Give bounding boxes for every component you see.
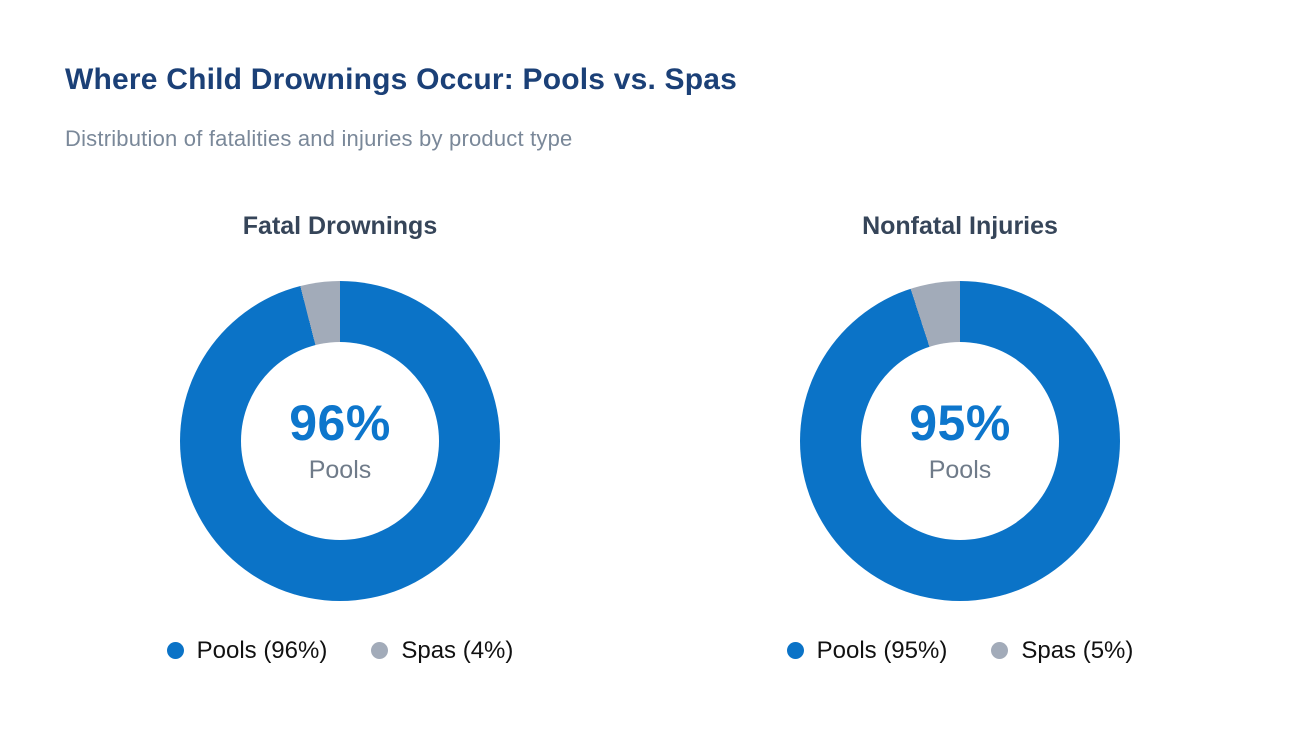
page-title: Where Child Drownings Occur: Pools vs. S… xyxy=(65,63,738,96)
center-value-fatal: 96% xyxy=(289,395,391,452)
legend-marker-pools xyxy=(166,642,184,660)
legend-item-spas: Spas (5%) xyxy=(991,637,1133,666)
center-label-fatal: Pools xyxy=(308,456,372,485)
legend-label-spas: Spas (4%) xyxy=(401,636,514,664)
donut-chart-nonfatal: 95% Pools xyxy=(800,280,1120,601)
chart-fatal-drownings: Fatal Drownings 96% Pools Pools (96%) Sp… xyxy=(110,211,570,666)
center-value-nonfatal: 95% xyxy=(909,395,1011,452)
donut-hole-nonfatal: 95% Pools xyxy=(861,341,1059,540)
legend-nonfatal: Pools (95%) Spas (5%) xyxy=(786,636,1133,666)
legend-item-spas: Spas (4%) xyxy=(371,637,513,666)
legend-item-pools: Pools (95%) xyxy=(786,636,948,666)
legend-marker-spas xyxy=(371,642,389,660)
chart-nonfatal-injuries: Nonfatal Injuries 95% Pools Pools (95%) … xyxy=(730,211,1190,666)
center-label-nonfatal: Pools xyxy=(928,456,992,485)
legend-label-pools: Pools (96%) xyxy=(196,636,328,664)
legend-fatal: Pools (96%) Spas (4%) xyxy=(166,636,513,666)
chart-title-fatal: Fatal Drownings xyxy=(242,211,438,240)
legend-marker-pools xyxy=(786,642,804,660)
donut-hole-fatal: 96% Pools xyxy=(241,341,439,540)
legend-label-pools: Pools (95%) xyxy=(816,636,948,664)
legend-marker-spas xyxy=(991,642,1009,660)
page-subtitle: Distribution of fatalities and injuries … xyxy=(65,126,573,151)
donut-chart-fatal: 96% Pools xyxy=(180,280,500,601)
legend-item-pools: Pools (96%) xyxy=(166,636,328,666)
charts-row: Fatal Drownings 96% Pools Pools (96%) Sp… xyxy=(0,211,1300,666)
legend-label-spas: Spas (5%) xyxy=(1021,636,1134,664)
chart-title-nonfatal: Nonfatal Injuries xyxy=(862,211,1058,240)
header: Where Child Drownings Occur: Pools vs. S… xyxy=(0,0,1300,154)
